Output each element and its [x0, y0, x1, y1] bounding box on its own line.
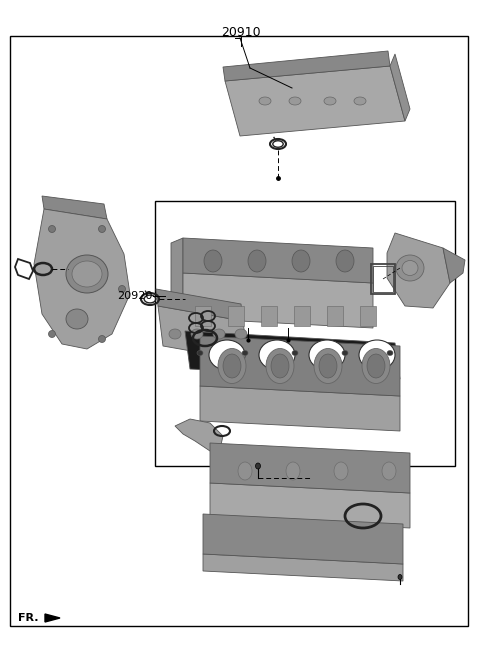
Ellipse shape: [209, 340, 245, 370]
Polygon shape: [210, 483, 410, 528]
Ellipse shape: [197, 350, 203, 356]
Polygon shape: [183, 238, 373, 283]
Polygon shape: [200, 336, 400, 396]
Polygon shape: [387, 233, 450, 308]
Ellipse shape: [334, 462, 348, 480]
Ellipse shape: [396, 255, 424, 281]
Ellipse shape: [266, 348, 294, 384]
Polygon shape: [183, 273, 373, 328]
Ellipse shape: [259, 97, 271, 105]
Ellipse shape: [191, 329, 203, 339]
Polygon shape: [156, 289, 243, 321]
Ellipse shape: [289, 97, 301, 105]
Ellipse shape: [48, 331, 56, 337]
Bar: [327, 306, 343, 326]
Polygon shape: [225, 66, 405, 136]
Ellipse shape: [238, 462, 252, 480]
Ellipse shape: [66, 255, 108, 293]
Ellipse shape: [342, 350, 348, 356]
Ellipse shape: [319, 354, 337, 378]
Ellipse shape: [98, 335, 106, 342]
Ellipse shape: [213, 329, 225, 339]
Polygon shape: [158, 306, 248, 361]
Ellipse shape: [204, 250, 222, 272]
Ellipse shape: [362, 348, 390, 384]
Ellipse shape: [223, 354, 241, 378]
Ellipse shape: [259, 340, 295, 370]
Bar: [294, 306, 310, 326]
Bar: [373, 266, 393, 292]
Ellipse shape: [218, 348, 246, 384]
Ellipse shape: [235, 329, 247, 339]
Ellipse shape: [119, 285, 125, 293]
Ellipse shape: [398, 575, 402, 579]
Bar: [155, 201, 455, 466]
Polygon shape: [45, 614, 60, 622]
Ellipse shape: [271, 354, 289, 378]
Text: FR.: FR.: [18, 613, 38, 623]
Polygon shape: [223, 51, 390, 81]
Polygon shape: [185, 331, 400, 379]
Ellipse shape: [324, 97, 336, 105]
Bar: [261, 306, 277, 326]
Bar: [195, 306, 211, 326]
Polygon shape: [210, 443, 410, 493]
Ellipse shape: [292, 350, 298, 356]
Polygon shape: [175, 419, 223, 451]
Ellipse shape: [169, 329, 181, 339]
Polygon shape: [42, 196, 107, 219]
Ellipse shape: [255, 463, 261, 469]
Ellipse shape: [359, 340, 395, 370]
Bar: [371, 264, 395, 294]
Polygon shape: [390, 54, 410, 121]
Ellipse shape: [292, 250, 310, 272]
Ellipse shape: [387, 350, 393, 356]
Text: 20920: 20920: [117, 291, 152, 301]
Polygon shape: [203, 514, 403, 564]
Polygon shape: [443, 248, 465, 283]
Ellipse shape: [242, 350, 248, 356]
Ellipse shape: [354, 97, 366, 105]
Ellipse shape: [286, 462, 300, 480]
Ellipse shape: [314, 348, 342, 384]
Ellipse shape: [336, 250, 354, 272]
Ellipse shape: [402, 260, 418, 276]
Bar: [360, 306, 376, 326]
Polygon shape: [203, 554, 403, 581]
Ellipse shape: [309, 340, 345, 370]
Ellipse shape: [248, 250, 266, 272]
Ellipse shape: [66, 309, 88, 329]
Bar: [10, 36, 468, 626]
Ellipse shape: [382, 462, 396, 480]
Ellipse shape: [72, 261, 102, 287]
Polygon shape: [34, 209, 130, 349]
Polygon shape: [171, 238, 183, 323]
Text: 20910: 20910: [221, 26, 261, 39]
Polygon shape: [200, 386, 400, 431]
Ellipse shape: [367, 354, 385, 378]
Ellipse shape: [48, 226, 56, 232]
Bar: [228, 306, 244, 326]
Ellipse shape: [98, 226, 106, 232]
